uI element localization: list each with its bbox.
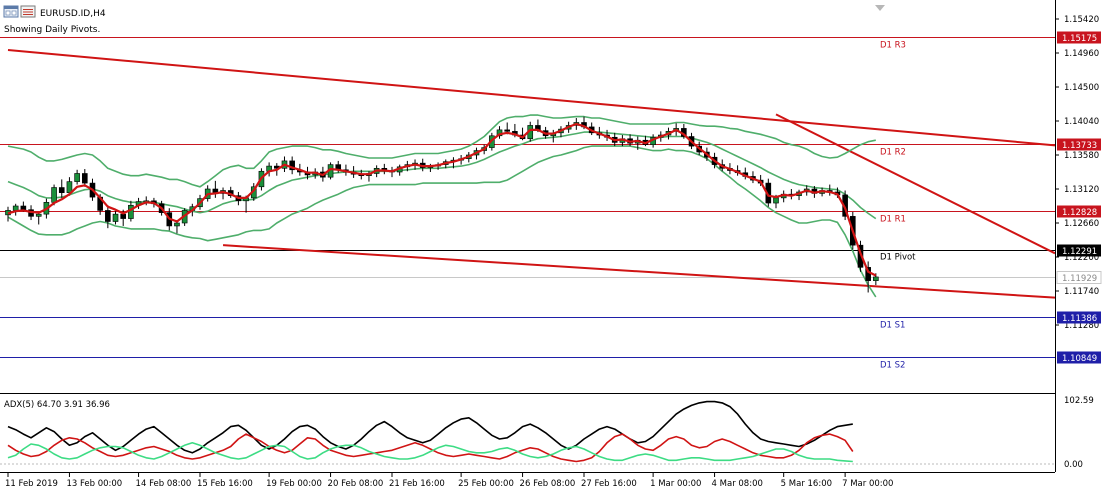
trendline-1[interactable]: [7, 49, 1056, 147]
current-price-badge: [1056, 271, 1102, 284]
adx-tick-label: 0.00: [1064, 460, 1083, 470]
pivot-badge-text-d1-r3: 1.15175: [1062, 34, 1097, 44]
pivot-label-d1-r2: D1 R2: [880, 148, 906, 158]
candle-bear: [857, 244, 864, 268]
price-tick-label: 1.11740: [1064, 287, 1099, 297]
pivot-badge-d1-s2: [1057, 351, 1101, 364]
pivot-badge-d1-r3: [1057, 31, 1101, 44]
pivot-label-d1-r3: D1 R3: [880, 41, 906, 51]
adx-series-di: [7, 433, 854, 463]
time-tick-label: 14 Feb 08:00: [136, 479, 192, 489]
price-tick-label: 1.12660: [1064, 219, 1099, 229]
candle-bull: [35, 213, 42, 217]
price-tick-label: 1.14960: [1064, 49, 1099, 59]
time-tick-label: 27 Feb 16:00: [581, 479, 637, 489]
scroll-marker-icon[interactable]: [875, 5, 885, 11]
candle-bear: [82, 173, 88, 184]
time-tick-label: 7 Mar 00:00: [842, 479, 893, 489]
candle-bull: [12, 205, 19, 211]
bollinger-lower-line: [7, 145, 877, 298]
candle-bull: [51, 187, 57, 203]
adx-lines-layer: [0, 400, 1055, 465]
candle-bear: [105, 210, 111, 222]
pivot-label-d1-s1: D1 S1: [880, 321, 905, 331]
current-price-badge-text: 1.11929: [1062, 274, 1097, 284]
symbol-title: EURUSD.ID,H4: [40, 9, 106, 19]
candle-bear: [504, 129, 511, 132]
price-tick-label: 1.14040: [1064, 117, 1099, 127]
pivot-badge-d1-pivot: [1057, 244, 1101, 257]
time-tick-label: 13 Feb 00:00: [66, 479, 122, 489]
candle-bull: [174, 222, 180, 227]
time-tick-label: 5 Mar 16:00: [781, 479, 832, 489]
time-tick-label: 20 Feb 08:00: [328, 479, 384, 489]
time-tick-label: 15 Feb 16:00: [197, 479, 253, 489]
trendline-layer[interactable]: [7, 49, 1056, 299]
price-tick-label: 1.12200: [1064, 253, 1099, 263]
time-tick-label: 26 Feb 08:00: [520, 479, 576, 489]
time-tick-label: 4 Mar 08:00: [712, 479, 763, 489]
candle-bear: [120, 213, 126, 219]
pivot-badge-text-d1-pivot: 1.12291: [1062, 247, 1097, 257]
time-tick-label: 1 Mar 00:00: [650, 479, 701, 489]
pivot-label-d1-r1: D1 R1: [880, 215, 906, 225]
chart-window-icon[interactable]: [3, 5, 19, 18]
price-tick-label: 1.13580: [1064, 151, 1099, 161]
adx-series-adx: [7, 400, 853, 454]
chart-window-icon-titlebar: [4, 6, 18, 9]
time-tick-layer: 11 Feb 2019 13 Feb 00:00 14 Feb 08:00 15 Fe…: [5, 472, 893, 489]
chart-window-icon-pane-right: [11, 10, 17, 16]
pivot-badge-d1-r1: [1057, 205, 1101, 218]
main-price-panel[interactable]: D1 R3 D1 R2 D1 R1 D1 Pivot D1 S1 D1 S2: [0, 37, 1056, 371]
candle-bull: [873, 276, 879, 281]
pivot-badge-d1-r2: [1057, 138, 1101, 151]
price-tick-label: 1.14500: [1064, 83, 1099, 93]
adx-series-di: [7, 441, 853, 463]
pivot-badge-text-d1-r1: 1.12828: [1062, 208, 1097, 218]
price-tick-label: 1.15420: [1064, 15, 1099, 25]
pivot-badge-d1-s1: [1057, 311, 1101, 324]
candle-bull: [128, 204, 134, 219]
candle-bull: [112, 213, 119, 222]
adx-tick-label: 102.59: [1064, 396, 1094, 406]
time-tick-label: 21 Feb 16:00: [389, 479, 445, 489]
adx-panel[interactable]: [0, 400, 1055, 465]
price-tick-label: 1.11280: [1064, 321, 1099, 331]
ema-layer: [7, 122, 877, 277]
candle-bear: [20, 205, 27, 210]
time-tick-label: 19 Feb 00:00: [266, 479, 322, 489]
pivot-label-d1-s2: D1 S2: [880, 361, 905, 371]
time-tick-label: 11 Feb 2019: [5, 479, 58, 489]
candle-bear: [58, 187, 65, 193]
pivot-label-d1-pivot: D1 Pivot: [880, 253, 916, 263]
chart-window-icon-pane-left: [5, 10, 11, 16]
price-tick-label: 1.13120: [1064, 185, 1099, 195]
candle-bear: [289, 160, 295, 171]
adx-title: ADX(5) 64.70 3.91 36.96: [4, 400, 110, 410]
time-tick-label: 25 Feb 00:00: [458, 479, 514, 489]
pivot-badge-text-d1-s1: 1.11386: [1062, 314, 1097, 324]
pivot-badge-text-d1-r2: 1.13733: [1062, 141, 1097, 151]
candle-bull: [74, 173, 80, 182]
chart-settings-icon[interactable]: [20, 5, 36, 18]
pivot-note: Showing Daily Pivots.: [4, 25, 100, 35]
price-tick-layer: 1.15420 1.14960 1.14500 1.14040 1.13580 1.131…: [1055, 15, 1099, 470]
bollinger-upper-line: [7, 114, 876, 188]
candle-layer: [5, 116, 879, 293]
candle-bull: [773, 197, 779, 204]
pivot-layer: D1 R3 D1 R2 D1 R1 D1 Pivot D1 S1 D1 S2: [0, 37, 1055, 371]
pivot-badge-text-d1-s2: 1.10849: [1062, 354, 1097, 364]
price-badge-layer: 1.15175 1.13733 1.12828 1.12291 1.11386 1.108…: [1056, 31, 1102, 364]
ema-line: [7, 122, 877, 277]
trendline-3[interactable]: [775, 113, 1056, 255]
trendline-2[interactable]: [222, 244, 1056, 299]
